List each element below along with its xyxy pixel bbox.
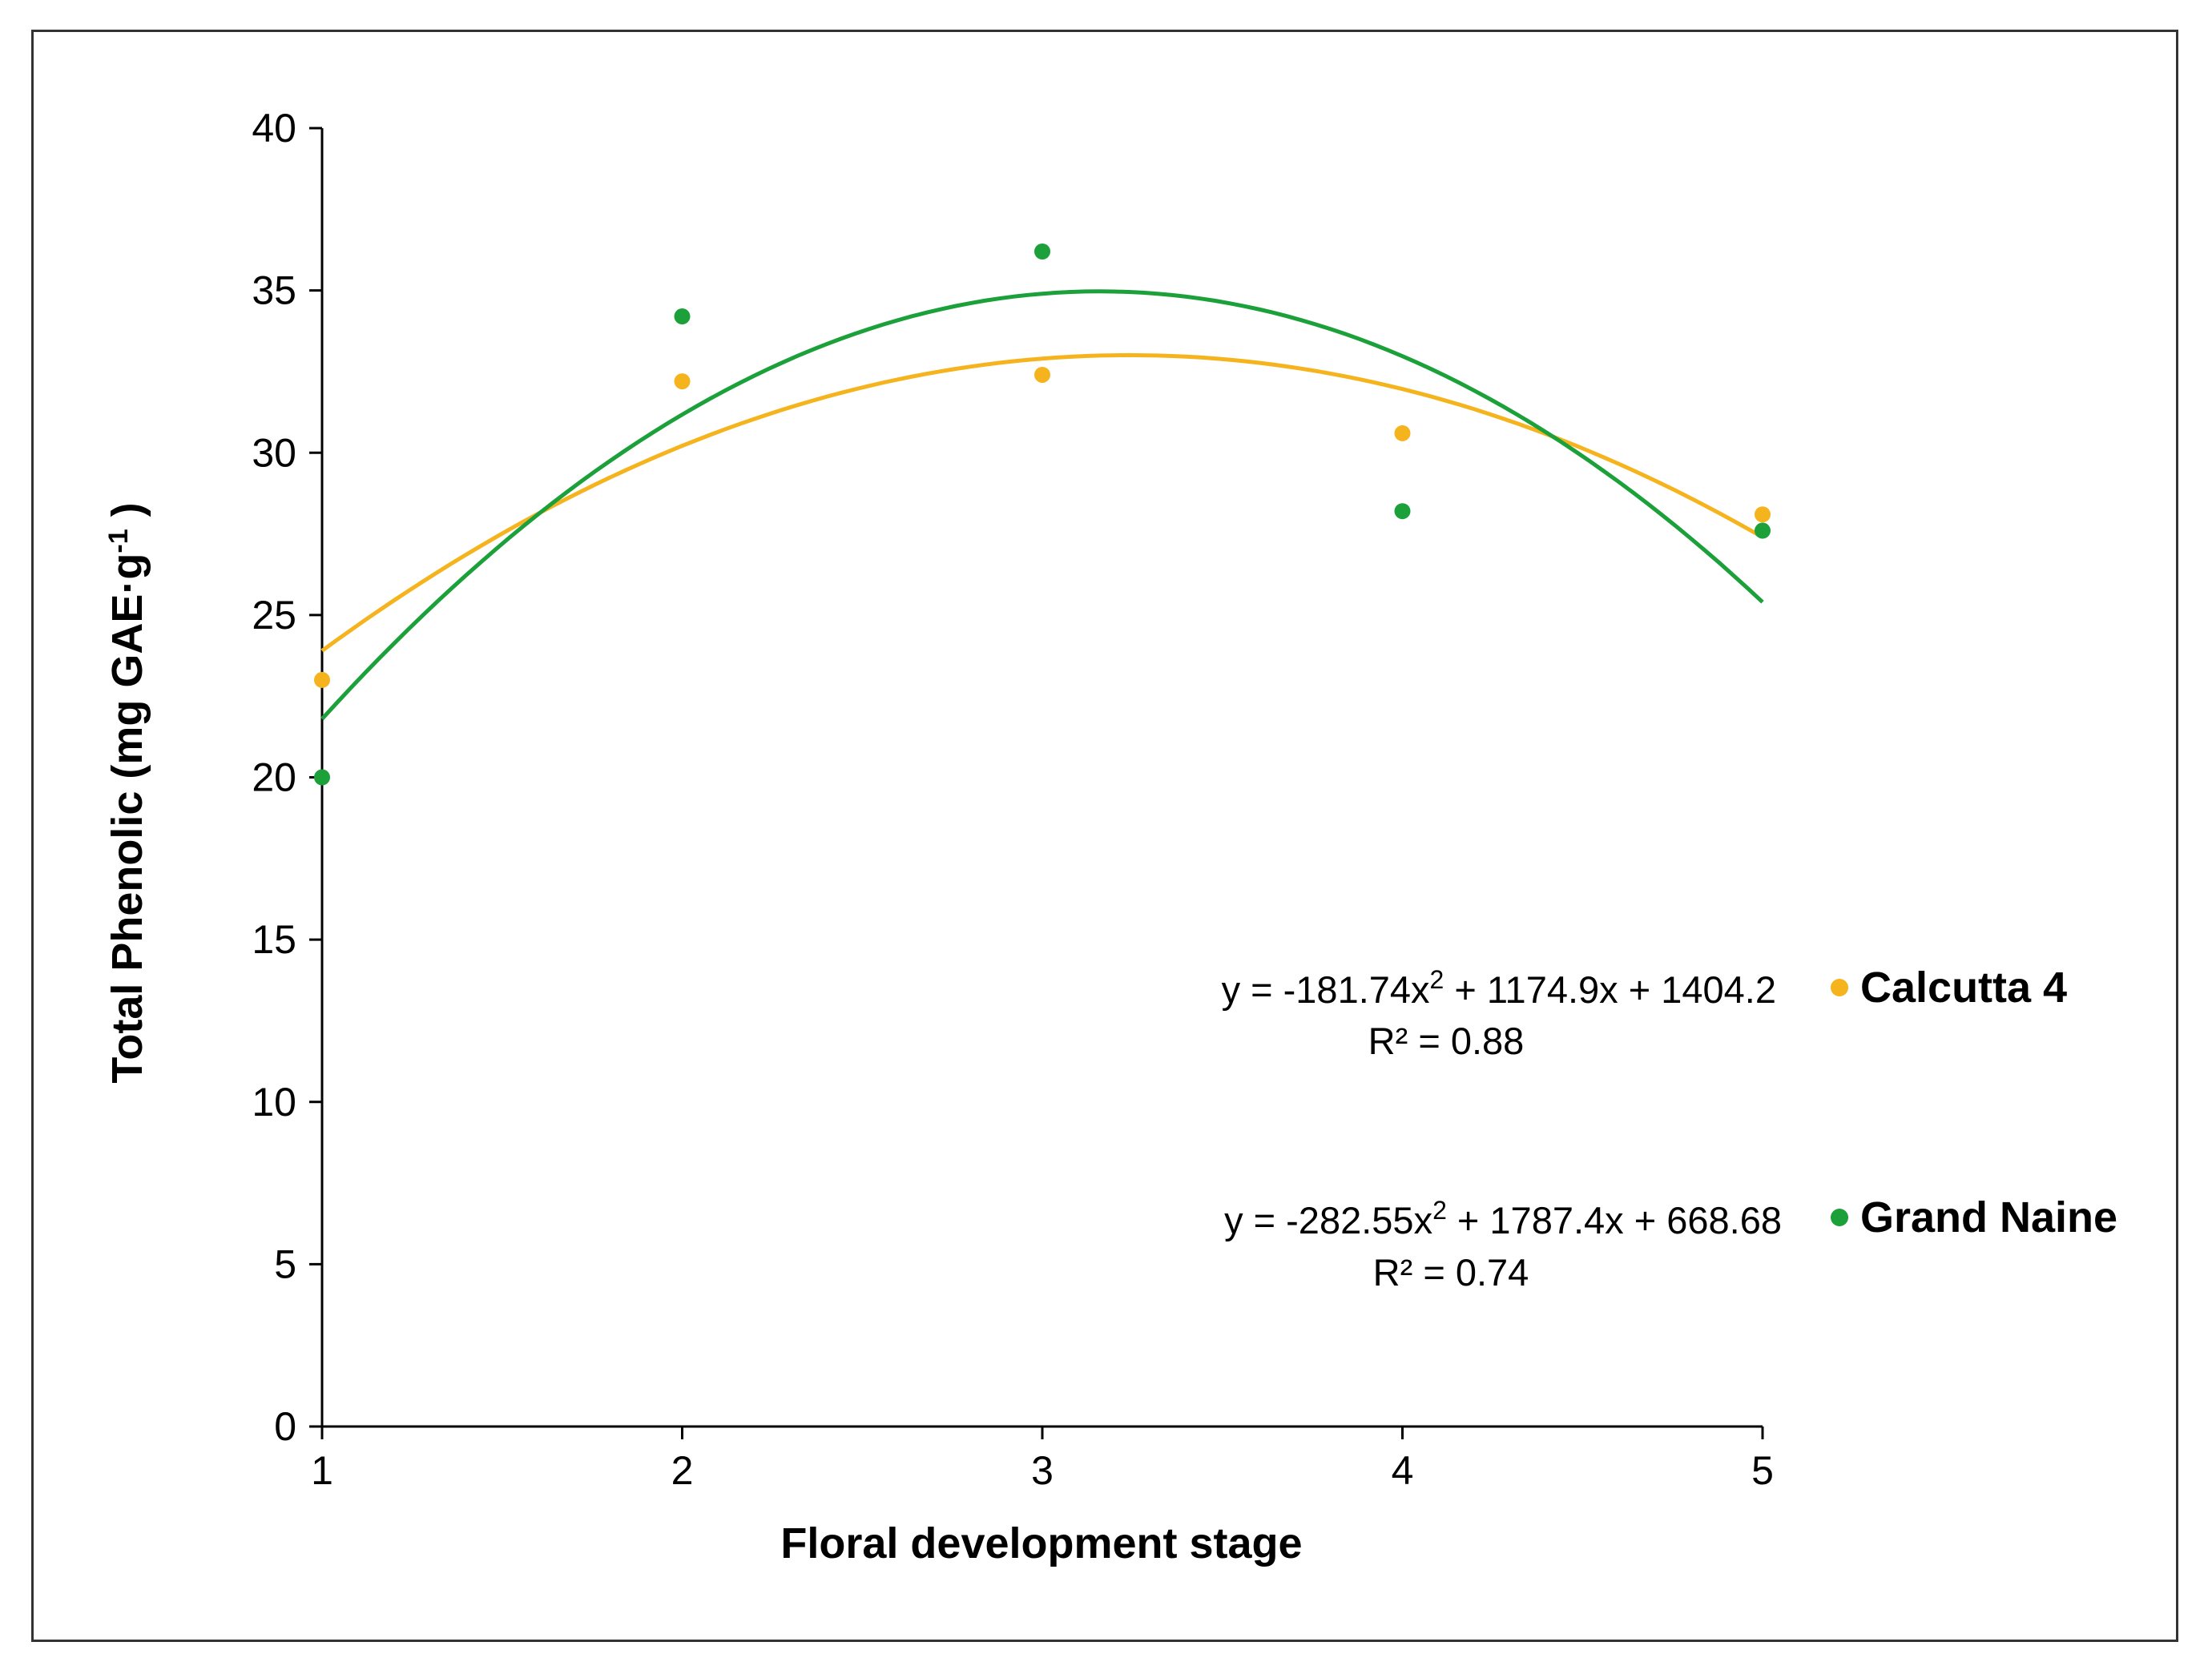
r-squared-text: R² = 0.74 [1373,1251,1529,1294]
y-tick-label: 15 [252,917,296,962]
data-point-grand-naine [1755,522,1771,539]
data-point-grand-naine [314,769,330,786]
y-tick-label: 25 [252,593,296,638]
data-point-grand-naine [1034,243,1050,260]
legend-item-calcutta-4: Calcutta 4 [1831,964,2067,1012]
data-point-calcutta-4 [674,373,691,390]
legend-label: Calcutta 4 [1860,964,2067,1012]
x-tick-label: 1 [311,1448,333,1493]
trendline-equation-grand-naine: y = -282.55x2 + 1787.4x + 668.68 R² = 0.… [1224,1196,1782,1294]
y-tick-label: 35 [252,268,296,313]
data-point-grand-naine [674,308,691,325]
figure-frame [31,30,2178,1642]
trendline-grand-naine [320,289,1764,721]
data-point-calcutta-4 [314,671,330,688]
r-squared-text: R² = 0.88 [1368,1020,1525,1062]
legend-label: Grand Naine [1860,1193,2117,1241]
trendlines [320,289,1764,721]
x-ticks: 1 2 3 4 5 [311,1427,1774,1493]
y-tick-label: 10 [252,1080,296,1125]
data-points [314,243,1771,786]
x-tick-label: 4 [1392,1448,1414,1493]
equation-text: y = -181.74x2 + 1174.9x + 1404.2 [1222,965,1776,1011]
y-tick-label: 40 [252,106,296,151]
x-tick-label: 5 [1751,1448,1774,1493]
trendline-calcutta-4 [320,352,1764,653]
y-tick-label: 20 [252,755,296,800]
y-axis-title: Total Phenolic (mg GAE·g-1 ) [103,502,151,1083]
data-point-calcutta-4 [1394,425,1411,441]
x-tick-label: 3 [1031,1448,1054,1493]
x-tick-label: 2 [671,1448,694,1493]
y-tick-label: 5 [274,1241,296,1286]
y-ticks: 0 5 10 15 20 25 30 35 40 [252,106,322,1449]
legend-marker [1831,1209,1848,1226]
x-axis-title: Floral development stage [780,1519,1302,1567]
data-point-calcutta-4 [1034,366,1050,383]
legend: Calcutta 4 Grand Naine [1831,964,2117,1241]
equation-text: y = -282.55x2 + 1787.4x + 668.68 [1224,1196,1782,1241]
data-point-grand-naine [1394,503,1411,520]
legend-item-grand-naine: Grand Naine [1831,1193,2117,1241]
legend-marker [1831,979,1848,996]
trendline-equation-calcutta-4: y = -181.74x2 + 1174.9x + 1404.2 R² = 0.… [1222,965,1776,1062]
data-point-calcutta-4 [1755,506,1771,523]
y-tick-label: 0 [274,1404,296,1449]
y-tick-label: 30 [252,430,296,475]
